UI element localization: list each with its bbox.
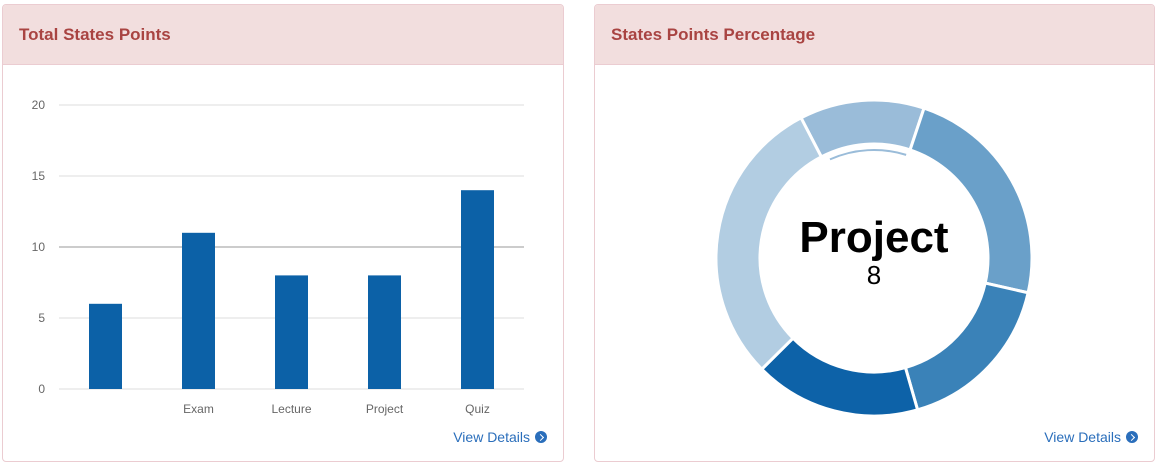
x-tick-label: Project bbox=[366, 402, 404, 416]
panel-title: States Points Percentage bbox=[611, 25, 816, 44]
arrow-circle-right-icon bbox=[1126, 431, 1138, 443]
y-tick-label: 15 bbox=[32, 169, 46, 183]
hover-arc bbox=[829, 149, 907, 161]
donut-slice[interactable] bbox=[799, 98, 926, 159]
y-tick-label: 5 bbox=[38, 311, 45, 325]
center-label: Project bbox=[799, 213, 949, 262]
view-details-link[interactable]: View Details bbox=[453, 429, 547, 445]
view-details-label: View Details bbox=[453, 429, 530, 445]
center-value: 8 bbox=[867, 260, 881, 290]
bar[interactable] bbox=[89, 303, 122, 389]
states-points-percentage-panel: States Points Percentage Project 8 View D… bbox=[594, 4, 1155, 462]
bar[interactable] bbox=[275, 275, 308, 389]
y-tick-label: 20 bbox=[32, 98, 46, 112]
panel-heading: States Points Percentage bbox=[595, 5, 1154, 65]
total-states-points-panel: Total States Points 0 5 10 15 20 Exam Lecture P… bbox=[2, 4, 564, 462]
x-tick-label: Exam bbox=[183, 402, 214, 416]
y-tick-label: 0 bbox=[38, 382, 45, 396]
bar[interactable] bbox=[182, 232, 215, 389]
arrow-circle-right-icon bbox=[535, 431, 547, 443]
y-tick-label: 10 bbox=[32, 240, 46, 254]
panel-title: Total States Points bbox=[19, 25, 171, 44]
x-tick-label: Quiz bbox=[465, 402, 490, 416]
bar[interactable] bbox=[368, 275, 401, 389]
bar-chart: 0 5 10 15 20 Exam Lecture Project Quiz bbox=[32, 98, 524, 416]
donut-slice[interactable] bbox=[759, 336, 920, 418]
donut-slice[interactable] bbox=[903, 281, 1030, 412]
donut-slice[interactable] bbox=[714, 115, 824, 372]
panel-heading: Total States Points bbox=[3, 5, 563, 65]
x-tick-label: Lecture bbox=[271, 402, 311, 416]
bar[interactable] bbox=[461, 190, 494, 389]
view-details-link[interactable]: View Details bbox=[1044, 429, 1138, 445]
donut-slice[interactable] bbox=[908, 106, 1034, 295]
view-details-label: View Details bbox=[1044, 429, 1121, 445]
